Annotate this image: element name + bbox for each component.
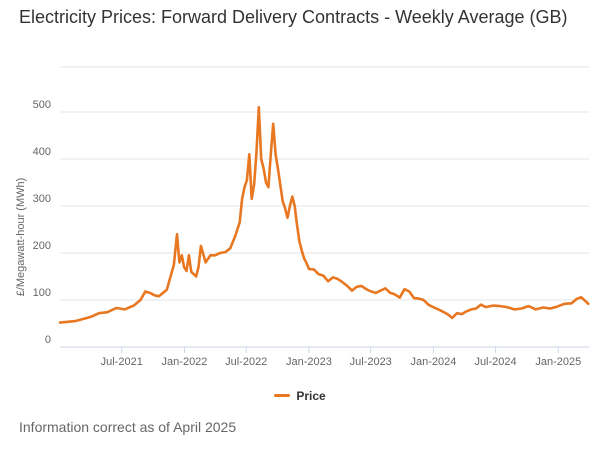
x-axis: Jul-2021 Jan-2022 Jul-2022 Jan-2023 Jul-2023… [60,346,589,368]
x-tick-label-Jan-2023: Jan-2023 [286,356,332,368]
footnote: Information correct as of April 2025 [19,419,237,435]
series-line-price[interactable] [58,106,590,324]
y-axis-label: £/Megawatt-hour (MWh) [15,178,27,297]
grid-lines [60,66,589,301]
y-tick-label-300: 300 [33,193,51,205]
x-tick-label-Jan-2024: Jan-2024 [411,356,457,368]
x-tick-label-Jul-2024: Jul-2024 [474,356,516,368]
legend-item-price[interactable]: Price [274,388,326,403]
x-tick-label-Jan-2025: Jan-2025 [535,356,581,368]
y-axis: 0 100 200 300 400 500 [33,99,51,346]
y-tick-label-100: 100 [33,287,51,299]
series-layer [58,106,590,324]
y-tick-label-0: 0 [45,334,51,346]
y-tick-label-500: 500 [33,99,51,111]
x-tick-label-Jan-2022: Jan-2022 [162,356,208,368]
y-tick-label-400: 400 [33,146,51,158]
chart-title: Electricity Prices: Forward Delivery Con… [19,7,568,27]
x-tick-label-Jul-2021: Jul-2021 [101,356,143,368]
x-tick-label-Jul-2023: Jul-2023 [350,356,392,368]
x-tick-label-Jul-2022: Jul-2022 [225,356,267,368]
legend: Price [0,386,600,403]
legend-label: Price [296,388,326,403]
legend-swatch [274,394,291,397]
y-tick-label-200: 200 [33,240,51,252]
